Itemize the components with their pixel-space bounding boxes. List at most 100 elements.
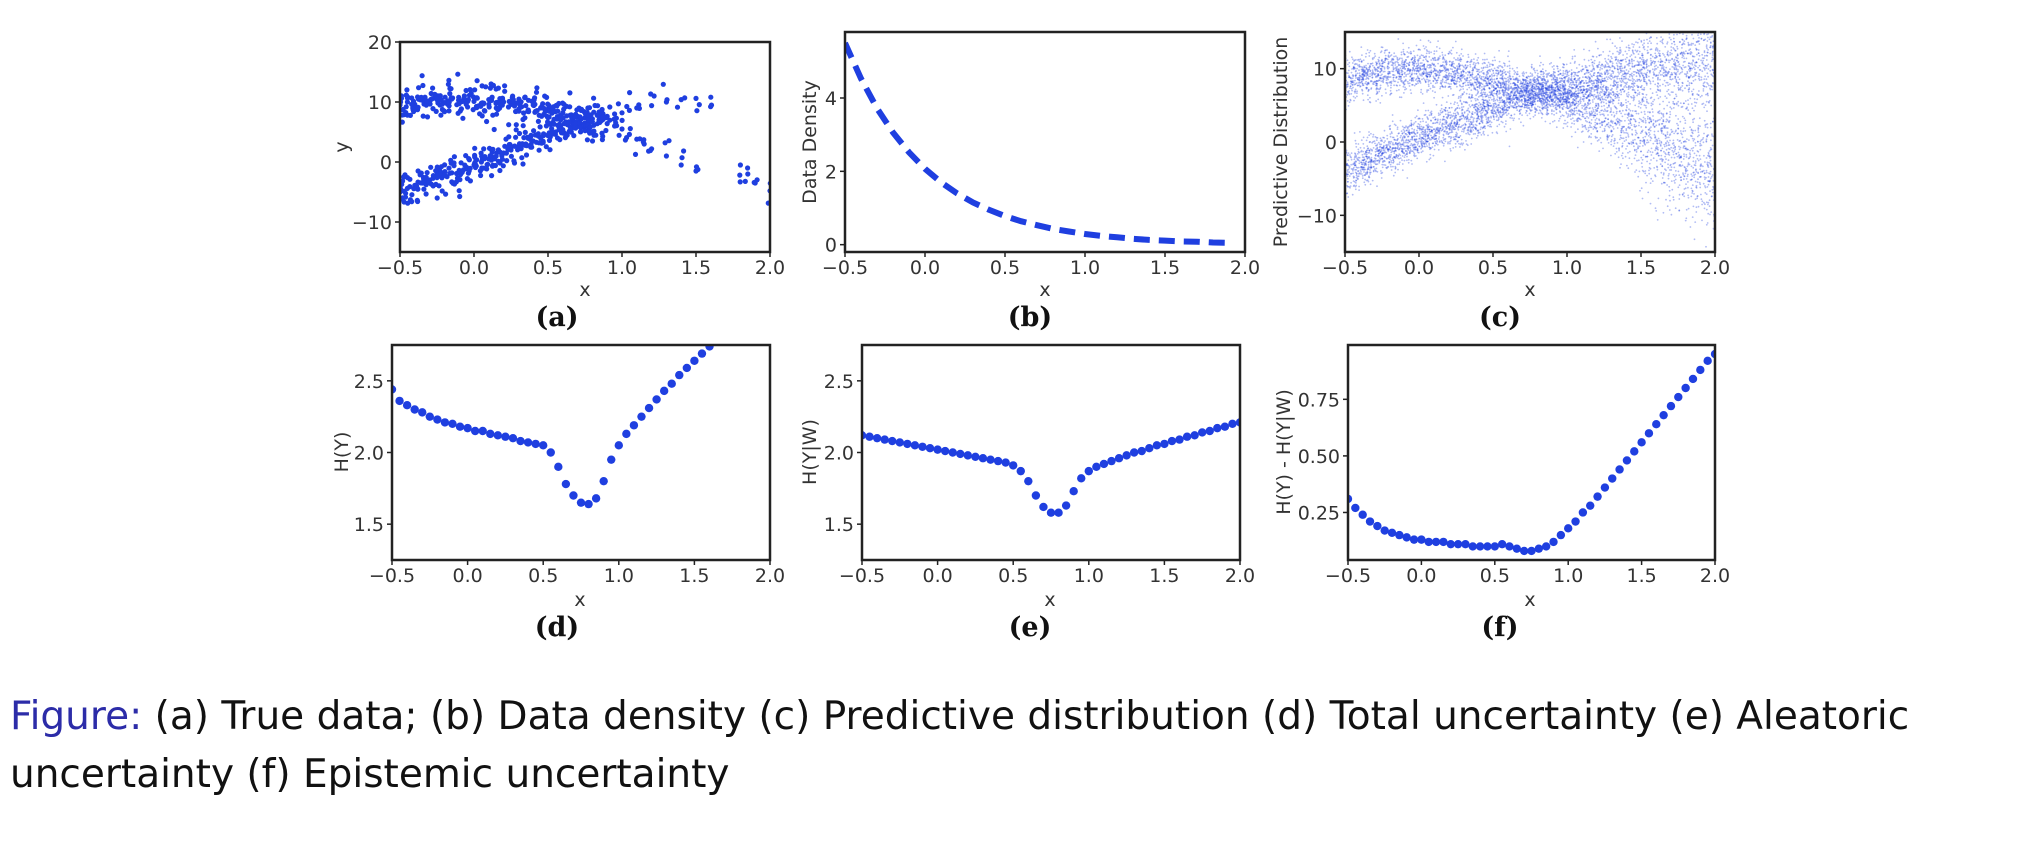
predictive-sample-point (1592, 65, 1595, 68)
predictive-sample-point (1396, 71, 1399, 74)
predictive-sample-point (1654, 83, 1657, 86)
predictive-sample-point (1431, 146, 1434, 149)
predictive-sample-point (1386, 83, 1389, 85)
predictive-sample-point (1612, 85, 1614, 87)
predictive-sample-point (1401, 57, 1403, 60)
predictive-sample-point (1432, 84, 1434, 87)
predictive-sample-point (1671, 149, 1674, 152)
predictive-sample-point (1565, 63, 1568, 66)
data-point (572, 114, 578, 120)
predictive-sample-point (1474, 64, 1477, 66)
predictive-sample-point (1599, 66, 1602, 69)
predictive-sample-point (1697, 49, 1700, 51)
predictive-sample-point (1710, 15, 1712, 17)
predictive-sample-point (1552, 78, 1555, 81)
panel-b-xlabel: x (1039, 279, 1050, 301)
predictive-sample-point (1618, 51, 1620, 54)
predictive-sample-point (1461, 85, 1463, 88)
predictive-sample-point (1414, 61, 1416, 63)
predictive-sample-point (1381, 77, 1383, 79)
predictive-sample-point (1451, 63, 1453, 65)
predictive-sample-point (1445, 77, 1448, 80)
predictive-sample-point (1437, 74, 1440, 77)
predictive-sample-point (1497, 72, 1500, 75)
predictive-sample-point (1666, 71, 1669, 74)
predictive-sample-point (1697, 52, 1700, 55)
predictive-sample-point (1693, 138, 1696, 141)
predictive-sample-point (1351, 84, 1354, 86)
predictive-sample-point (1690, 67, 1692, 70)
data-point (432, 91, 438, 97)
predictive-sample-point (1699, 33, 1702, 36)
predictive-sample-point (1457, 76, 1460, 79)
predictive-sample-point (1522, 85, 1525, 87)
predictive-sample-point (1692, 139, 1695, 142)
predictive-sample-point (1436, 46, 1438, 48)
predictive-sample-point (1429, 157, 1432, 160)
data-point (499, 156, 505, 162)
predictive-sample-point (1500, 77, 1503, 80)
predictive-sample-point (1451, 77, 1454, 80)
predictive-sample-point (1626, 53, 1628, 55)
data-point (394, 200, 399, 205)
predictive-sample-point (1638, 93, 1641, 96)
predictive-sample-point (1618, 49, 1621, 51)
data-point (567, 90, 573, 96)
predictive-sample-point (1610, 109, 1612, 111)
predictive-sample-point (1447, 78, 1449, 81)
predictive-sample-point (1602, 65, 1604, 67)
predictive-sample-point (1620, 77, 1623, 80)
predictive-sample-point (1548, 85, 1550, 88)
predictive-sample-point (1452, 60, 1454, 63)
predictive-sample-point (1433, 77, 1436, 80)
predictive-sample-point (1657, 66, 1659, 69)
predictive-sample-point (1444, 85, 1447, 88)
predictive-sample-point (1683, 57, 1685, 60)
predictive-sample-point (1695, 47, 1697, 50)
predictive-sample-point (1694, 180, 1697, 183)
predictive-sample-point (1689, 67, 1692, 70)
predictive-sample-point (1585, 97, 1588, 99)
predictive-sample-point (1634, 49, 1637, 52)
predictive-sample-point (1673, 71, 1676, 74)
predictive-sample-point (1569, 62, 1572, 64)
predictive-sample-point (1380, 69, 1383, 71)
predictive-sample-point (1408, 69, 1411, 72)
predictive-sample-point (1591, 64, 1594, 66)
predictive-sample-point (1346, 100, 1349, 102)
predictive-sample-point (1583, 97, 1585, 100)
predictive-sample-point (1439, 55, 1441, 58)
predictive-sample-point (1707, 101, 1710, 103)
predictive-sample-point (1552, 74, 1555, 77)
predictive-sample-point (1387, 70, 1390, 73)
predictive-sample-point (1478, 85, 1481, 88)
predictive-sample-point (1660, 123, 1663, 125)
predictive-sample-point (1709, 42, 1712, 44)
predictive-sample-point (1566, 69, 1568, 72)
predictive-sample-point (1366, 82, 1369, 85)
data-point (754, 177, 760, 183)
predictive-sample-point (1441, 96, 1444, 99)
predictive-sample-point (1444, 61, 1447, 63)
predictive-sample-point (1673, 144, 1675, 147)
predictive-sample-point (1599, 94, 1602, 97)
predictive-sample-point (1512, 75, 1514, 78)
predictive-sample-point (1631, 43, 1633, 45)
predictive-sample-point (1385, 92, 1387, 94)
predictive-sample-point (1521, 83, 1524, 86)
predictive-sample-point (1483, 85, 1485, 87)
predictive-sample-point (1679, 53, 1682, 55)
predictive-sample-point (1643, 63, 1645, 65)
predictive-sample-point (1676, 54, 1679, 57)
predictive-sample-point (1395, 69, 1397, 72)
predictive-sample-point (1422, 64, 1424, 67)
predictive-sample-point (1393, 62, 1396, 64)
predictive-sample-point (1415, 83, 1417, 85)
predictive-sample-point (1530, 78, 1532, 81)
predictive-sample-point (1660, 132, 1663, 134)
predictive-sample-point (1675, 72, 1678, 74)
predictive-sample-point (1420, 151, 1423, 154)
predictive-sample-point (1491, 86, 1493, 88)
data-point (424, 98, 430, 104)
